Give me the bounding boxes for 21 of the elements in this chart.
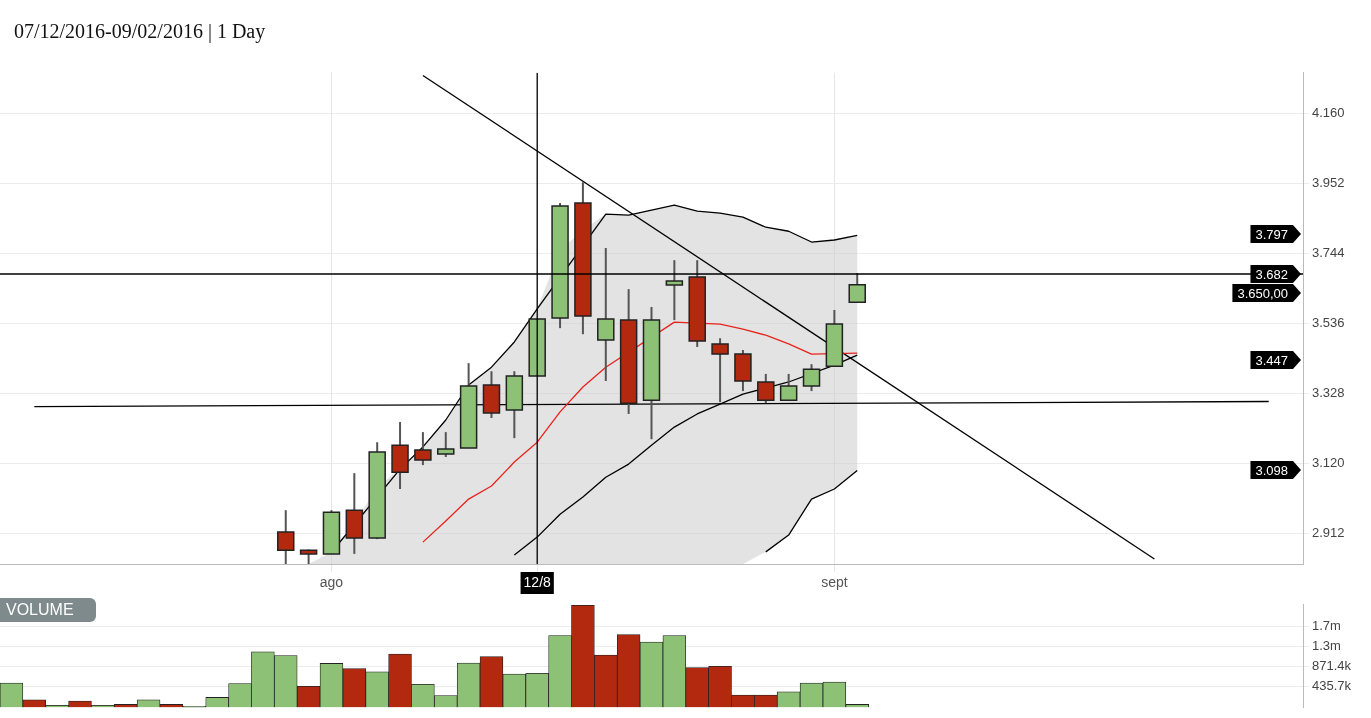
x-tick-label: sept — [821, 574, 848, 591]
x-tick-label: ago — [319, 574, 344, 591]
y-tick-label: 871.4k — [1312, 658, 1352, 674]
y-tick-label: 3.952 — [1312, 174, 1345, 190]
ref-line-label: 3.682 — [1255, 266, 1289, 282]
y-tick-label: 3.120 — [1312, 454, 1345, 470]
annotation: 3.447 — [1255, 352, 1289, 368]
chart-title: VOLUME — [0, 598, 96, 622]
y-tick-label: 3.536 — [1312, 314, 1345, 330]
y-tick-label: 2.912 — [1312, 524, 1345, 540]
annotation: 3.650,00 — [1237, 285, 1289, 301]
y-tick-label: 4.160 — [1312, 104, 1345, 120]
x-tick-label: 12/8 — [523, 574, 552, 591]
y-tick-label: 3.328 — [1312, 384, 1345, 400]
y-tick-label: 3.744 — [1312, 244, 1345, 260]
y-tick-label: 1.7m — [1312, 617, 1341, 633]
y-tick-label: 1.3m — [1312, 637, 1341, 653]
annotation: 3.797 — [1255, 226, 1289, 242]
y-tick-label: 435.7k — [1312, 678, 1352, 694]
chart-title: 07/12/2016-09/02/2016 | 1 Day — [14, 20, 266, 43]
annotation: 3.098 — [1255, 462, 1289, 478]
